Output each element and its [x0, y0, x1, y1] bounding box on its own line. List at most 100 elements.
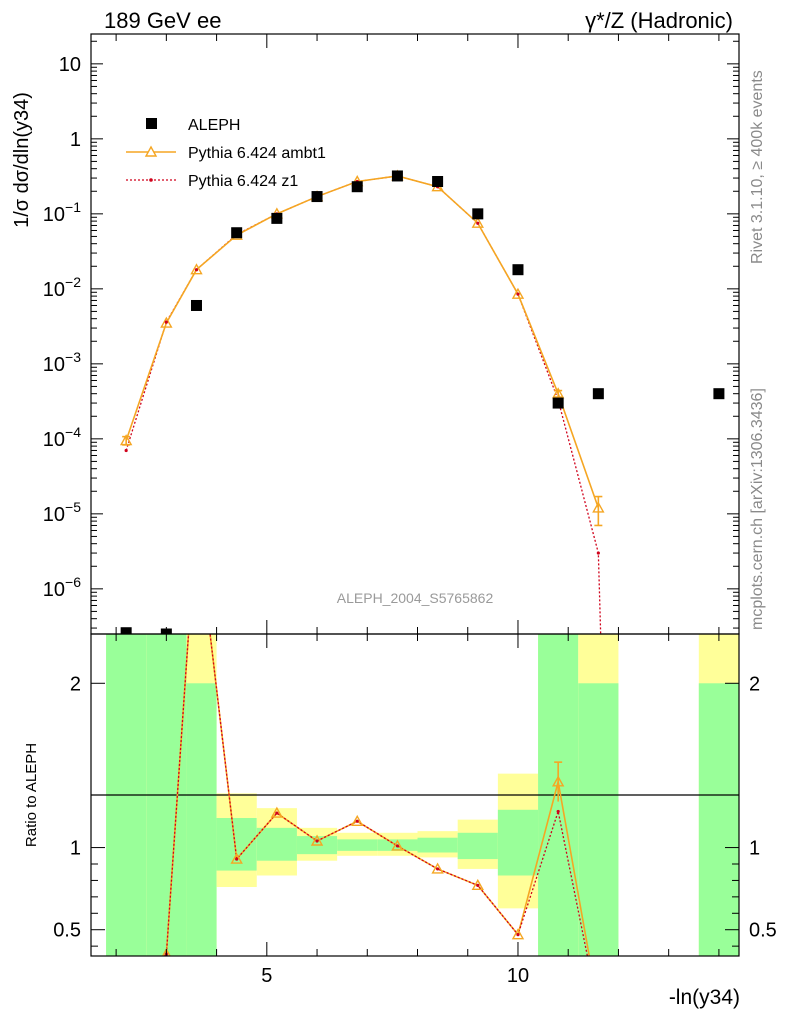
- legend-aleph-marker: [146, 118, 157, 129]
- ratio-ambt1-point: [230, 852, 243, 864]
- main-y-tick-label: 10−4: [43, 424, 81, 451]
- ratio-y-tick-label: 2: [70, 673, 81, 695]
- ratio-z1-point: [355, 819, 359, 823]
- z1-point: [476, 221, 480, 225]
- main-y-tick-label: 10−1: [43, 199, 81, 226]
- ratio-z1-point: [597, 1009, 600, 1012]
- aleph-point: [351, 181, 363, 193]
- ratio-z1-point: [516, 933, 520, 937]
- main-y-tick-label: 1: [70, 129, 81, 151]
- ratio-y-tick-label: 0.5: [53, 920, 81, 942]
- aleph-point: [432, 175, 444, 187]
- z1-point: [194, 268, 199, 272]
- main-y-tick-label: 10: [59, 54, 81, 76]
- ratio-y-tick-label: 1: [70, 838, 81, 860]
- analysis-watermark: ALEPH_2004_S5765862: [337, 590, 494, 606]
- legend-ambt1-marker: [144, 145, 158, 157]
- ratio-ambt1-point: [551, 775, 565, 787]
- legend-z1-label: Pythia 6.424 z1: [188, 173, 298, 190]
- mcplots-label: mcplots.cern.ch [arXiv:1306.3436]: [749, 388, 766, 630]
- aleph-point: [713, 388, 725, 400]
- ambt1-point: [119, 434, 133, 446]
- z1-point: [516, 292, 520, 296]
- ambt1-point: [592, 501, 605, 513]
- aleph-point: [190, 299, 202, 311]
- ratio-ambt1-point: [471, 878, 484, 891]
- ratio-ambt1-point: [431, 862, 444, 874]
- ratio-z1-point: [235, 857, 239, 861]
- main-ylabel: 1/σ dσ/dln(y34): [11, 92, 33, 228]
- ratio-band-inner: [256, 827, 297, 861]
- ratio-ambt1-point: [391, 839, 404, 851]
- ratio-x-tick-label: 5: [261, 965, 272, 987]
- ratio-ambt1-point: [161, 947, 171, 956]
- legend-ambt1-label: Pythia 6.424 ambt1: [188, 145, 326, 162]
- rivet-label: Rivet 3.1.10, ≥ 400k events: [749, 70, 766, 264]
- ratio-ambt1-point: [511, 928, 525, 940]
- ratio-series-layer: [121, 514, 603, 1012]
- aleph-point: [472, 208, 484, 220]
- ambt1-point: [160, 316, 173, 328]
- ratio-z1-point: [556, 809, 560, 814]
- ratio-band-inner: [457, 832, 498, 860]
- ratio-ambt1-point: [191, 514, 201, 523]
- aleph-point: [311, 191, 323, 203]
- main-series-layer: [119, 169, 725, 634]
- ratio-band-inner: [578, 683, 619, 956]
- main-y-tick-label: 10−2: [43, 274, 81, 301]
- ratio-uncertainty-bands: [106, 634, 739, 956]
- aleph-point: [391, 170, 403, 182]
- ratio-z1-point: [436, 867, 440, 871]
- ratio-z1-point: [195, 517, 198, 520]
- aleph-point: [552, 397, 564, 409]
- aleph-point: [512, 264, 524, 276]
- legend-z1-marker: [149, 178, 153, 182]
- main-y-tick-label: 10−6: [43, 574, 81, 601]
- ratio-y-tick-label-right: 0.5: [749, 920, 777, 942]
- ratio-z1-point: [125, 991, 128, 994]
- aleph-point: [271, 212, 283, 224]
- ambt1-point: [511, 287, 525, 299]
- z1-point: [596, 551, 600, 555]
- z1-point: [164, 320, 168, 324]
- ratio-xlabel: -ln(y34): [669, 986, 740, 1009]
- ratio-band-inner: [186, 683, 217, 956]
- ratio-panel-frame: [90, 633, 740, 957]
- ambt1-line: [125, 175, 600, 509]
- ratio-z1-point: [315, 839, 319, 843]
- main-y-tick-label: 10−3: [43, 349, 81, 376]
- header-right-label: γ*/Z (Hadronic): [585, 8, 733, 33]
- header-left-label: 189 GeV ee: [104, 8, 221, 33]
- ratio-band-inner: [106, 634, 147, 956]
- z1-point: [124, 448, 128, 453]
- main-y-tick-label: 10−5: [43, 499, 81, 526]
- ratio-ambt1-point: [310, 834, 324, 846]
- aleph-point: [120, 627, 132, 634]
- ratio-ylabel: Ratio to ALEPH: [23, 743, 40, 847]
- ratio-band-inner: [337, 839, 378, 851]
- legend: ALEPH Pythia 6.424 ambt1 Pythia 6.424 z1: [126, 117, 326, 190]
- ratio-y-tick-label-right: 1: [749, 838, 760, 860]
- ratio-band-inner: [497, 809, 539, 876]
- ambt1-point: [190, 263, 203, 275]
- ratio-band-inner: [538, 634, 579, 956]
- ratio-ambt1-point: [351, 814, 364, 826]
- aleph-point: [231, 227, 243, 239]
- ratio-y-tick-label-right: 2: [749, 673, 760, 695]
- ratio-band-inner: [417, 837, 458, 853]
- aleph-point: [592, 388, 604, 400]
- ratio-band-inner: [698, 683, 739, 956]
- ratio-ambt1-point: [593, 1002, 603, 1011]
- ambt1-point: [471, 216, 484, 228]
- ratio-z1-point: [395, 844, 400, 848]
- ratio-x-tick-label: 10: [507, 965, 529, 987]
- ratio-ambt1-point: [270, 806, 284, 818]
- axes-layer: 10−6 10−5 10−4 10−3 10−2 10−1 1 10 5 10 0.5 0.5 1 1 2 2: [43, 34, 777, 987]
- ratio-z1-point: [476, 883, 480, 887]
- ratio-z1-point: [275, 811, 279, 815]
- ratio-ambt1-point: [121, 987, 131, 996]
- legend-aleph-label: ALEPH: [188, 117, 240, 134]
- z1-line: [125, 175, 602, 634]
